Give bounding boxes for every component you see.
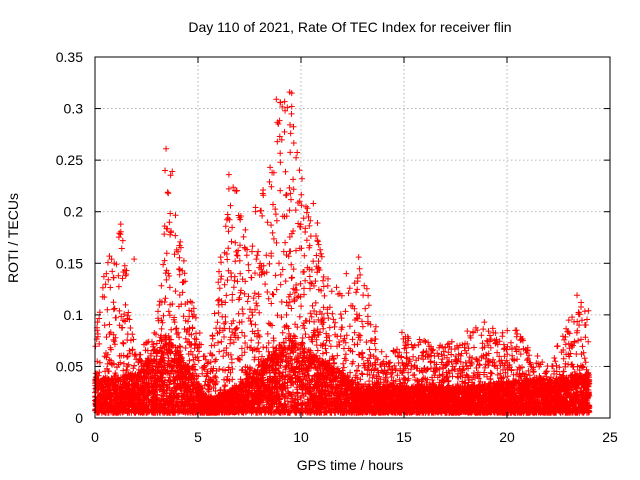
data-point: [277, 99, 284, 106]
data-point: [103, 270, 110, 277]
data-point: [288, 90, 295, 97]
data-point: [585, 307, 592, 314]
x-tick-label: 25: [602, 429, 618, 445]
data-points: [92, 89, 593, 416]
data-point: [578, 299, 585, 306]
data-point: [287, 130, 294, 137]
x-tick-label: 20: [499, 429, 515, 445]
data-point: [310, 200, 317, 207]
data-point: [274, 138, 281, 145]
data-point: [131, 256, 138, 263]
data-point: [512, 327, 519, 334]
data-point: [117, 221, 124, 228]
data-point: [162, 167, 169, 174]
data-point: [119, 237, 126, 244]
data-point: [288, 103, 295, 110]
x-tick-label: 15: [396, 429, 412, 445]
chart-title: Day 110 of 2021, Rate Of TEC Index for r…: [188, 19, 511, 35]
y-axis-label: ROTI / TECUs: [5, 193, 21, 283]
y-tick-label: 0.1: [64, 307, 84, 323]
data-point: [355, 254, 362, 261]
x-axis-label: GPS time / hours: [297, 457, 404, 473]
data-point: [299, 175, 306, 182]
data-point: [104, 306, 111, 313]
x-tick-label: 10: [293, 429, 309, 445]
data-point: [163, 145, 170, 152]
data-point: [225, 171, 232, 178]
y-tick-label: 0.35: [56, 49, 83, 65]
data-point-cloud: [92, 98, 593, 416]
y-tick-label: 0.05: [56, 358, 83, 374]
data-point: [398, 329, 405, 336]
data-point: [314, 220, 321, 227]
data-point: [343, 270, 350, 277]
data-point: [275, 121, 282, 128]
x-tick-label: 0: [91, 429, 99, 445]
data-point: [267, 164, 274, 171]
y-tick-label: 0.3: [64, 101, 84, 117]
data-point: [169, 168, 176, 175]
data-point: [415, 341, 422, 348]
data-point: [106, 253, 113, 260]
y-tick-label: 0: [75, 410, 83, 426]
y-axis-ticks: 0 0.05 0.1 0.15 0.2 0.25 0.3 0.35: [56, 49, 610, 426]
x-tick-label: 5: [194, 429, 202, 445]
data-point: [576, 322, 583, 329]
y-tick-label: 0.25: [56, 152, 83, 168]
plot-frame: [94, 56, 611, 419]
y-tick-label: 0.2: [64, 204, 84, 220]
data-point: [446, 343, 453, 350]
data-point: [273, 96, 280, 103]
data-point: [481, 319, 488, 326]
x-axis-ticks: 0 5 10 15 20 25: [91, 57, 618, 445]
data-point: [574, 292, 581, 299]
y-tick-label: 0.15: [56, 255, 83, 271]
